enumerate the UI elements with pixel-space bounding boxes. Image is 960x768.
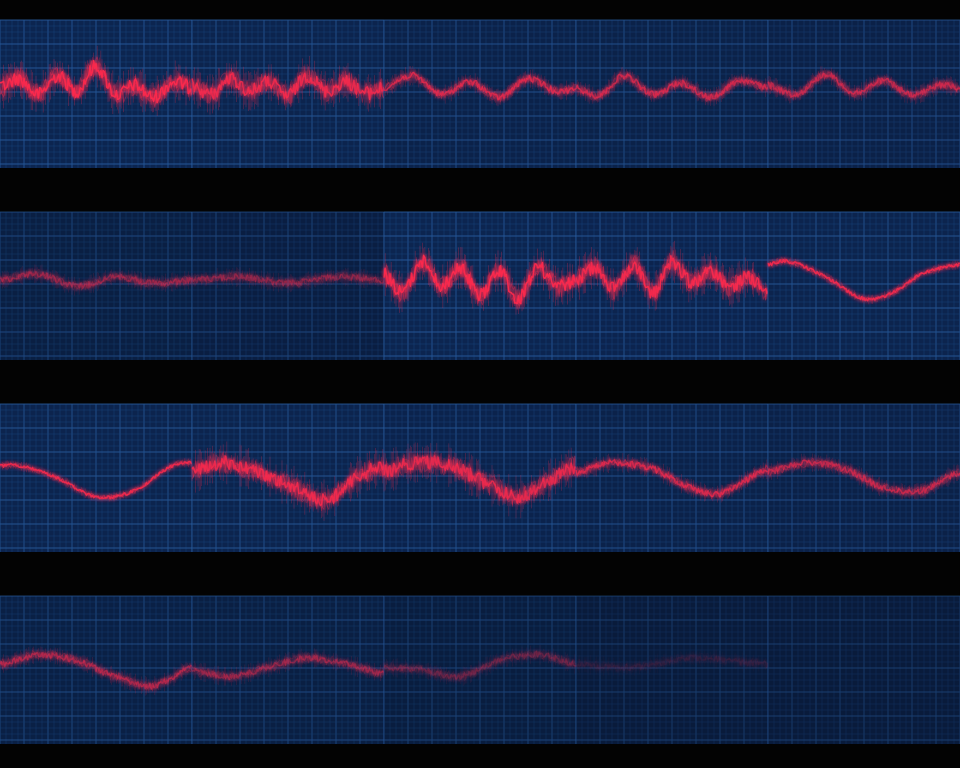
waveform-trace <box>191 453 385 510</box>
waveform-row-2 <box>0 211 960 360</box>
grid-lines <box>191 19 385 168</box>
waveform-trace <box>191 653 385 682</box>
panel-row2-col5 <box>767 211 960 360</box>
panel-row4-col3 <box>383 595 577 744</box>
panel-row1-col5 <box>767 19 960 168</box>
waveform-row-3 <box>0 403 960 552</box>
waveform-trace <box>383 651 576 680</box>
waveform-trace <box>0 56 193 105</box>
waveform-trace <box>0 268 193 292</box>
waveform-trace <box>191 271 385 288</box>
grid-lines <box>767 403 960 552</box>
waveform-trace <box>767 72 960 98</box>
panel-row2-col3 <box>383 211 577 360</box>
waveform-trace <box>575 458 769 499</box>
grid-lines <box>0 595 193 744</box>
panel-row4-col4 <box>575 595 769 744</box>
waveform-trace <box>767 258 960 302</box>
grid-lines <box>191 211 385 360</box>
panel-row1-col3 <box>383 19 577 168</box>
panel-row3-col1 <box>0 403 193 552</box>
waveform-trace <box>383 451 577 506</box>
grid-lines <box>191 403 385 552</box>
waveform-trace <box>0 60 193 108</box>
waveform-trace <box>191 66 385 105</box>
grid-lines <box>767 595 960 744</box>
grid-lines <box>575 403 769 552</box>
grid-lines <box>0 19 193 168</box>
panel-row1-col2 <box>191 19 385 168</box>
waveform-trace <box>575 72 769 102</box>
waveform-trace <box>0 650 193 691</box>
panel-row4-col2 <box>191 595 385 744</box>
panel-row2-col4 <box>575 211 769 360</box>
panel-row2-col1 <box>0 211 193 360</box>
waveform-trace <box>383 452 577 507</box>
waveform-trace <box>0 269 193 291</box>
waveform-trace <box>191 66 385 104</box>
grid-lines <box>575 595 769 744</box>
panel-row1-col1 <box>0 19 193 168</box>
panel-row3-col5 <box>767 403 960 552</box>
panel-row4-col1 <box>0 595 193 744</box>
waveform-row-4 <box>0 595 960 744</box>
waveform-trace <box>383 649 577 682</box>
panel-row1-col4 <box>575 19 769 168</box>
panel-row3-col2 <box>191 403 385 552</box>
waveform-trace <box>575 254 769 301</box>
panel-row2-col2 <box>191 211 385 360</box>
waveform-trace <box>383 253 577 310</box>
panel-background <box>768 596 960 744</box>
panel-background <box>576 596 768 744</box>
waveform-trace <box>0 460 193 500</box>
waveform-trace <box>383 72 577 102</box>
waveform-row-1 <box>0 19 960 168</box>
panel-row4-col5 <box>767 595 960 744</box>
waveform-trace <box>575 458 769 500</box>
panel-row3-col4 <box>575 403 769 552</box>
waveform-trace <box>191 72 385 101</box>
grid-lines <box>767 211 960 360</box>
waveform-trace <box>767 457 960 497</box>
waveform-trace <box>575 652 769 673</box>
waveform-trace <box>383 649 577 682</box>
grid-lines <box>767 19 960 168</box>
panel-row3-col3 <box>383 403 577 552</box>
waveform-trace <box>383 257 577 309</box>
waveform-trace <box>767 70 960 101</box>
grid-lines <box>383 19 577 168</box>
grid-lines <box>191 595 385 744</box>
waveform-trace <box>383 71 577 103</box>
